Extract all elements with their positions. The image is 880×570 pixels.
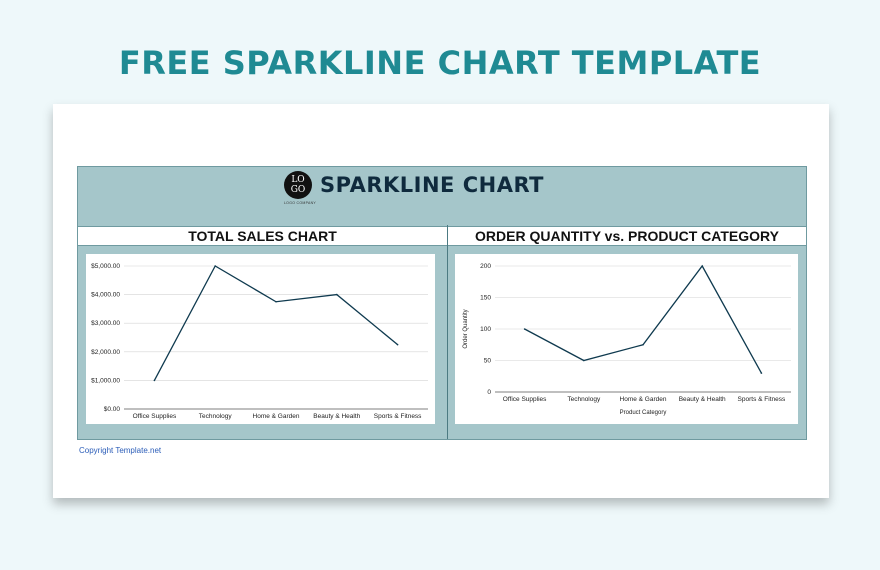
y-tick-label: 0 [487, 389, 491, 396]
data-point [336, 293, 338, 296]
order-chart-title: ORDER QUANTITY vs. PRODUCT CATEGORY [448, 226, 806, 246]
x-tick-label: Home & Garden [253, 413, 300, 420]
panel-divider [447, 225, 448, 439]
x-tick-label: Office Supplies [503, 396, 547, 403]
y-tick-label: 150 [480, 295, 491, 302]
logo-icon: LO GO [284, 171, 312, 199]
logo-subtext: LOGO COMPANY [283, 201, 317, 205]
header-row: LO GO LOGO COMPANY SPARKLINE CHART [78, 167, 806, 225]
logo-line2: GO [290, 185, 306, 195]
copyright-link[interactable]: Copyright Template.net [79, 446, 162, 455]
page-title: FREE SPARKLINE CHART TEMPLATE [118, 44, 762, 82]
y-tick-label: $4,000.00 [91, 292, 120, 299]
data-point [583, 359, 585, 362]
x-tick-label: Technology [567, 396, 601, 403]
y-tick-label: $0.00 [104, 406, 121, 413]
y-axis-title: Order Quantity [463, 309, 469, 348]
data-point [153, 379, 156, 382]
logo-line1: LO [291, 175, 305, 185]
sales-chart-svg: $0.00 $1,000.00 $2,000.00 $3,000.00 $4,000.0… [91, 263, 428, 420]
data-point [642, 343, 644, 346]
y-tick-label: $3,000.00 [91, 320, 120, 327]
series-line [524, 264, 762, 374]
brand-title: SPARKLINE CHART [320, 173, 545, 197]
y-tick-label: $2,000.00 [91, 349, 120, 356]
y-tick-label: $5,000.00 [91, 263, 120, 270]
x-tick-label: Beauty & Health [313, 413, 360, 420]
x-tick-label: Technology [199, 413, 233, 420]
x-tick-label: Sports & Fitness [374, 413, 422, 420]
y-tick-label: 100 [480, 326, 491, 333]
order-chart: 0 50 100 150 200 Office Supplies Technology Hom… [455, 254, 798, 424]
x-axis-title: Product Category [620, 410, 667, 416]
data-point [214, 265, 216, 267]
x-tick-label: Beauty & Health [679, 396, 726, 403]
data-point [523, 328, 526, 330]
y-tick-label: $1,000.00 [91, 377, 120, 384]
data-point [275, 300, 277, 303]
x-tick-label: Sports & Fitness [738, 396, 786, 403]
sales-chart: $0.00 $1,000.00 $2,000.00 $3,000.00 $4,000.0… [86, 254, 435, 424]
y-tick-label: 200 [480, 263, 491, 270]
order-chart-svg: 0 50 100 150 200 Office Supplies Technology Hom… [463, 263, 791, 416]
data-point [396, 343, 399, 346]
spreadsheet-sheet: LO GO LOGO COMPANY SPARKLINE CHART TOTAL… [53, 104, 829, 498]
x-tick-label: Home & Garden [620, 396, 667, 403]
data-point [701, 265, 703, 267]
x-tick-label: Office Supplies [133, 413, 177, 420]
y-tick-label: 50 [484, 358, 492, 365]
sales-chart-title: TOTAL SALES CHART [78, 226, 447, 246]
chart-band: LO GO LOGO COMPANY SPARKLINE CHART TOTAL… [77, 166, 807, 440]
data-point [760, 372, 763, 374]
